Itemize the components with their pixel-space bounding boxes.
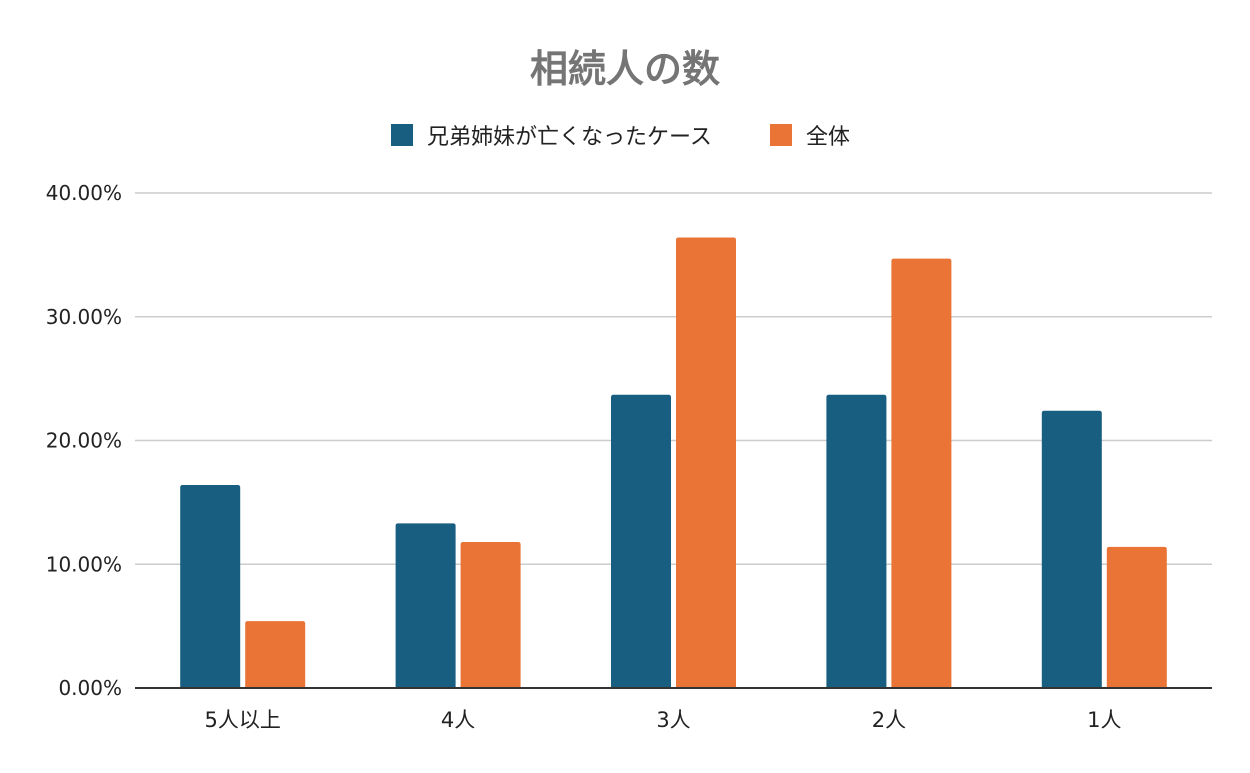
- x-category-label: 4人: [441, 708, 475, 732]
- x-category-label: 5人以上: [205, 708, 281, 732]
- legend-swatch-siblings: [391, 124, 413, 146]
- legend-label-overall: 全体: [806, 125, 850, 150]
- bar-series-2-cat-4: [891, 258, 952, 688]
- bar-series-1-cat-1: [180, 485, 241, 688]
- bar-series-2-cat-2: [460, 541, 521, 688]
- y-tick-label: 0.00%: [58, 676, 122, 700]
- chart-title: 相続人の数: [530, 47, 720, 91]
- bar-series-1-cat-2: [395, 523, 456, 688]
- bars: [135, 237, 1212, 689]
- bar-series-2-cat-3: [676, 237, 736, 689]
- y-axis-ticks: 0.00% 10.00% 20.00% 30.00% 40.00%: [46, 181, 122, 700]
- x-category-label: 1人: [1087, 708, 1121, 732]
- x-category-label: 2人: [872, 708, 906, 732]
- bar-series-1-cat-4: [826, 394, 887, 688]
- y-tick-label: 30.00%: [46, 305, 122, 329]
- y-tick-label: 20.00%: [46, 429, 122, 453]
- bar-series-1-cat-5: [1041, 410, 1102, 688]
- y-tick-label: 10.00%: [46, 552, 122, 576]
- legend-label-siblings: 兄弟姉妹が亡くなったケース: [427, 125, 712, 150]
- y-tick-label: 40.00%: [46, 181, 122, 205]
- legend-swatch-overall: [770, 124, 792, 146]
- gridlines: [135, 192, 1212, 565]
- bar-series-2-cat-5: [1106, 546, 1167, 688]
- bar-series-1-cat-3: [611, 394, 671, 688]
- bar-series-2-cat-1: [245, 621, 306, 688]
- x-axis-categories: 5人以上 4人 3人 2人 1人: [205, 708, 1122, 732]
- x-category-label: 3人: [656, 708, 690, 732]
- legend: 兄弟姉妹が亡くなったケース 全体: [391, 124, 850, 150]
